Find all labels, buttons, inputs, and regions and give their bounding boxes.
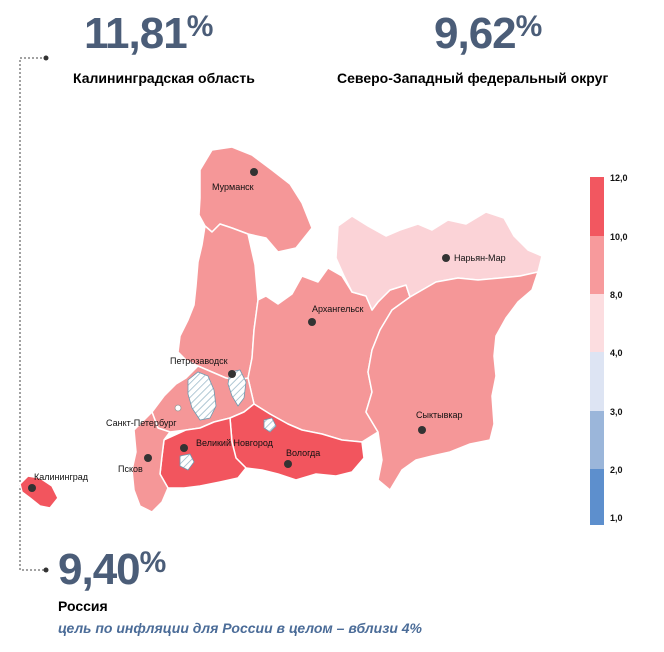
- legend-swatch-2-1: [590, 469, 604, 525]
- legend-tick-3: 3,0: [610, 407, 623, 417]
- lake-beloye: [263, 417, 277, 433]
- city-vologda-dot: [284, 460, 292, 468]
- legend-swatch-8-4: [590, 294, 604, 352]
- region-pskov: [131, 411, 171, 513]
- connector-dot-bottom: [43, 567, 49, 573]
- city-naryan-mar-label: Нарьян-Мар: [454, 253, 506, 263]
- city-syktyvkar-dot: [418, 426, 426, 434]
- city-arkhangelsk: Архангельск: [308, 304, 364, 326]
- city-kaliningrad-label: Калининград: [34, 472, 89, 482]
- legend-swatch-3-2: [590, 411, 604, 469]
- kaliningrad-value-unit: %: [186, 10, 214, 43]
- legend-swatch-10-8: [590, 236, 604, 294]
- kaliningrad-label: Калининградская область: [73, 70, 255, 86]
- city-markers: Мурманск Нарьян-Мар Архангельск Петрозав…: [28, 168, 506, 492]
- legend-tick-1: 1,0: [610, 513, 623, 523]
- lake-onega: [227, 369, 247, 407]
- city-murmansk-label: Мурманск: [212, 182, 254, 192]
- nwfd-inflation-value: 9,62%: [434, 9, 543, 58]
- city-petrozavodsk: Петрозаводск: [170, 356, 236, 378]
- legend-tick-2: 2,0: [610, 465, 623, 475]
- lakes: [179, 369, 277, 471]
- city-arkhangelsk-label: Архангельск: [312, 304, 364, 314]
- region-kaliningrad: [19, 475, 59, 509]
- city-saint-petersburg-dot: [174, 404, 182, 412]
- nwfd-value-number: 9,62: [434, 9, 517, 58]
- legend-tick-8: 8,0: [610, 290, 623, 300]
- city-vologda-label: Вологда: [286, 448, 320, 458]
- city-murmansk: Мурманск: [212, 168, 258, 192]
- map-legend: 12,0 10,0 8,0 4,0 3,0 2,0 1,0: [590, 173, 628, 525]
- city-vologda: Вологда: [284, 448, 320, 468]
- city-arkhangelsk-dot: [308, 318, 316, 326]
- city-veliky-novgorod-label: Великий Новгород: [196, 438, 274, 448]
- lake-ladoga: [187, 371, 217, 421]
- region-vologda: [229, 403, 365, 481]
- lake-ilmen: [179, 453, 195, 471]
- city-saint-petersburg: Санкт-Петербург: [106, 404, 182, 428]
- kaliningrad-value-number: 11,81: [84, 9, 188, 58]
- legend-tick-12: 12,0: [610, 173, 628, 183]
- legend-swatch-12-10: [590, 177, 604, 236]
- city-veliky-novgorod-dot: [180, 444, 188, 452]
- city-petrozavodsk-label: Петрозаводск: [170, 356, 228, 366]
- city-saint-petersburg-label: Санкт-Петербург: [106, 418, 177, 428]
- russia-value-number: 9,40: [58, 545, 141, 594]
- city-naryan-mar: Нарьян-Мар: [442, 253, 506, 263]
- city-petrozavodsk-dot: [228, 370, 236, 378]
- connector-line: [19, 57, 46, 571]
- city-syktyvkar: Сыктывкар: [416, 410, 463, 434]
- city-naryan-mar-dot: [442, 254, 450, 262]
- city-pskov-label: Псков: [118, 464, 143, 474]
- connector-dot-top: [43, 55, 49, 61]
- city-veliky-novgorod: Великий Новгород: [180, 438, 274, 452]
- russia-value-unit: %: [139, 546, 167, 579]
- russia-inflation-value: 9,40%: [58, 545, 167, 594]
- legend-tick-10: 10,0: [610, 232, 628, 242]
- regions: [19, 146, 543, 513]
- kaliningrad-inflation-value: 11,81%: [84, 9, 214, 58]
- city-pskov: Псков: [118, 454, 152, 474]
- nwfd-value-unit: %: [515, 10, 543, 43]
- legend-tick-4: 4,0: [610, 348, 623, 358]
- city-kaliningrad-dot: [28, 484, 36, 492]
- city-kaliningrad: Калининград: [28, 472, 89, 492]
- russia-label: Россия: [58, 598, 108, 614]
- city-syktyvkar-label: Сыктывкар: [416, 410, 463, 420]
- region-komi: [365, 271, 539, 491]
- nwfd-label: Северо-Западный федеральный округ: [337, 70, 609, 86]
- connector-bracket: [19, 57, 46, 571]
- legend-swatch-4-3: [590, 352, 604, 411]
- inflation-target-note: цель по инфляции для России в целом – вб…: [58, 620, 423, 636]
- city-murmansk-dot: [250, 168, 258, 176]
- city-pskov-dot: [144, 454, 152, 462]
